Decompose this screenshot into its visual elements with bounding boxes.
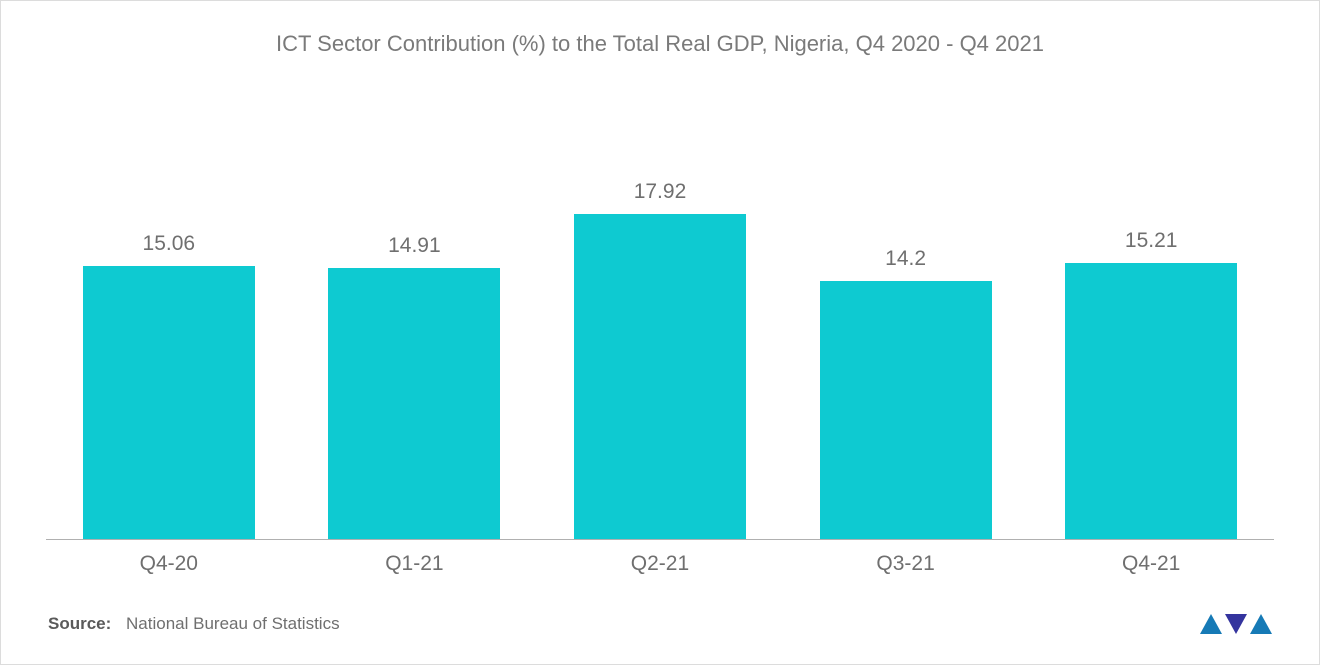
x-axis-label: Q3-21: [820, 552, 992, 576]
bar-column: 15.06: [83, 67, 255, 539]
bars-row: 15.06 14.91 17.92 14.2 15.21: [46, 67, 1274, 539]
bar-column: 14.2: [820, 67, 992, 539]
bar-column: 14.91: [328, 67, 500, 539]
source-label: Source:: [48, 614, 111, 633]
x-axis-label: Q1-21: [328, 552, 500, 576]
bar-rect: [574, 214, 746, 539]
bar-value-label: 14.2: [885, 247, 926, 271]
bar-rect: [328, 268, 500, 539]
logo-triangle-icon: [1200, 614, 1222, 634]
bar-rect: [820, 281, 992, 539]
bar-value-label: 15.06: [143, 232, 196, 256]
x-axis-label: Q4-21: [1065, 552, 1237, 576]
logo-triangle-icon: [1250, 614, 1272, 634]
x-axis-label: Q4-20: [83, 552, 255, 576]
bar-value-label: 17.92: [634, 180, 687, 204]
bar-column: 15.21: [1065, 67, 1237, 539]
source-line: Source: National Bureau of Statistics: [48, 614, 340, 634]
bar-column: 17.92: [574, 67, 746, 539]
bar-rect: [1065, 263, 1237, 539]
logo-triangle-icon: [1225, 614, 1247, 634]
bar-value-label: 15.21: [1125, 229, 1178, 253]
x-axis-label: Q2-21: [574, 552, 746, 576]
chart-title: ICT Sector Contribution (%) to the Total…: [46, 31, 1274, 57]
source-text: National Bureau of Statistics: [126, 614, 340, 633]
plot-area: 15.06 14.91 17.92 14.2 15.21: [46, 67, 1274, 539]
chart-footer: Source: National Bureau of Statistics: [46, 614, 1274, 634]
brand-logo-icon: [1200, 614, 1272, 634]
bar-chart-container: ICT Sector Contribution (%) to the Total…: [1, 1, 1319, 664]
x-axis-labels: Q4-20 Q1-21 Q2-21 Q3-21 Q4-21: [46, 540, 1274, 584]
bar-value-label: 14.91: [388, 234, 441, 258]
bar-rect: [83, 266, 255, 539]
